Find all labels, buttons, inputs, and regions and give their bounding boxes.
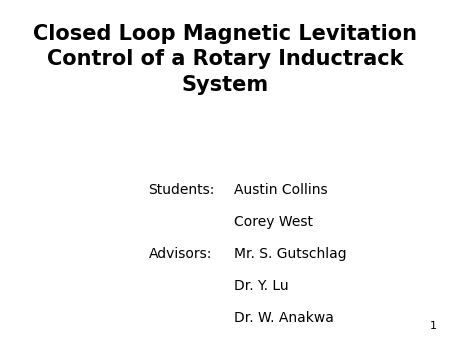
Text: Corey West: Corey West xyxy=(234,215,313,228)
Text: Austin Collins: Austin Collins xyxy=(234,183,328,196)
Text: Closed Loop Magnetic Levitation
Control of a Rotary Inductrack
System: Closed Loop Magnetic Levitation Control … xyxy=(33,24,417,95)
Text: Students:: Students: xyxy=(148,183,215,196)
Text: Advisors:: Advisors: xyxy=(148,247,212,261)
Text: Mr. S. Gutschlag: Mr. S. Gutschlag xyxy=(234,247,346,261)
Text: Dr. W. Anakwa: Dr. W. Anakwa xyxy=(234,311,334,325)
Text: Dr. Y. Lu: Dr. Y. Lu xyxy=(234,279,288,293)
Text: 1: 1 xyxy=(429,321,436,331)
